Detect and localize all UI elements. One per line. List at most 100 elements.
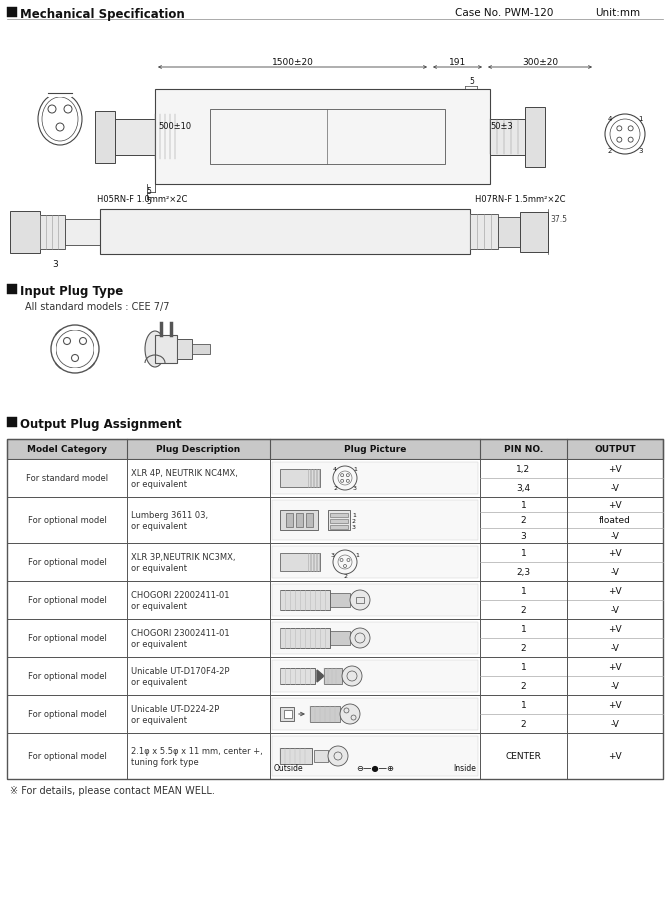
Bar bbox=[356, 598, 364, 603]
Bar bbox=[7, 284, 17, 294]
Bar bbox=[272, 462, 478, 495]
Text: 300±20: 300±20 bbox=[522, 58, 558, 67]
Text: XLR 3P,NEUTRIK NC3MX,
or equivalent: XLR 3P,NEUTRIK NC3MX, or equivalent bbox=[131, 553, 235, 573]
Bar bbox=[330, 526, 348, 529]
Bar bbox=[314, 750, 328, 762]
Text: Lumberg 3611 03,
or equivalent: Lumberg 3611 03, or equivalent bbox=[131, 511, 208, 530]
Text: For optional model: For optional model bbox=[27, 516, 107, 525]
Text: 1: 1 bbox=[353, 466, 357, 471]
Text: 1,2: 1,2 bbox=[517, 464, 531, 473]
Bar bbox=[40, 216, 65, 250]
Text: 2: 2 bbox=[607, 147, 612, 154]
Bar bbox=[280, 749, 312, 764]
Bar bbox=[284, 711, 292, 718]
Text: PIN NO.: PIN NO. bbox=[504, 445, 543, 454]
Bar bbox=[310, 706, 340, 722]
Text: 3: 3 bbox=[521, 531, 527, 540]
Text: 5: 5 bbox=[469, 77, 474, 86]
Bar bbox=[280, 707, 294, 721]
Text: 1: 1 bbox=[521, 662, 527, 671]
Text: For optional model: For optional model bbox=[27, 672, 107, 681]
Text: ⊖—●—⊕: ⊖—●—⊕ bbox=[356, 763, 394, 772]
Bar bbox=[330, 519, 348, 524]
Bar bbox=[330, 514, 348, 517]
Text: -V: -V bbox=[610, 483, 620, 492]
Text: 500±10: 500±10 bbox=[158, 122, 191, 131]
Text: Case No. PWM-120: Case No. PWM-120 bbox=[455, 8, 553, 18]
Bar bbox=[48, 92, 72, 98]
Bar bbox=[328, 510, 350, 530]
Text: -V: -V bbox=[610, 567, 620, 576]
Bar bbox=[280, 668, 315, 684]
Bar bbox=[95, 112, 115, 163]
Text: 2.1φ x 5.5φ x 11 mm, center +,
tuning fork type: 2.1φ x 5.5φ x 11 mm, center +, tuning fo… bbox=[131, 747, 263, 766]
Bar bbox=[7, 733, 663, 779]
Text: For standard model: For standard model bbox=[26, 474, 108, 483]
Text: 3: 3 bbox=[52, 260, 58, 269]
Text: +V: +V bbox=[608, 500, 622, 509]
Bar bbox=[192, 345, 210, 355]
Bar bbox=[272, 736, 478, 777]
Text: floated: floated bbox=[599, 516, 631, 525]
Bar bbox=[525, 107, 545, 168]
Circle shape bbox=[328, 746, 348, 766]
Text: +V: +V bbox=[608, 624, 622, 633]
Text: 1: 1 bbox=[355, 553, 359, 558]
Text: CHOGORI 22002411-01
or equivalent: CHOGORI 22002411-01 or equivalent bbox=[131, 591, 230, 610]
Bar bbox=[280, 470, 320, 488]
Text: Output Plug Assignment: Output Plug Assignment bbox=[20, 417, 182, 431]
Bar bbox=[177, 340, 192, 359]
Text: 2,3: 2,3 bbox=[517, 567, 531, 576]
Text: 5: 5 bbox=[146, 187, 151, 196]
Bar bbox=[272, 698, 478, 731]
Bar bbox=[10, 212, 40, 254]
Bar bbox=[48, 336, 56, 364]
Text: Plug Description: Plug Description bbox=[156, 445, 241, 454]
Bar bbox=[7, 544, 663, 582]
Text: 1: 1 bbox=[521, 586, 527, 595]
Bar bbox=[61, 368, 89, 377]
Bar bbox=[286, 514, 293, 527]
Bar bbox=[280, 628, 330, 648]
Text: +V: +V bbox=[608, 662, 622, 671]
Text: CHOGORI 23002411-01
or equivalent: CHOGORI 23002411-01 or equivalent bbox=[131, 628, 230, 648]
Bar bbox=[272, 500, 478, 540]
Bar bbox=[520, 213, 548, 253]
Text: For optional model: For optional model bbox=[27, 634, 107, 643]
Bar bbox=[210, 110, 445, 165]
Text: 1: 1 bbox=[521, 700, 527, 709]
Bar bbox=[306, 514, 313, 527]
Bar bbox=[272, 622, 478, 655]
Text: 1: 1 bbox=[521, 624, 527, 633]
Bar bbox=[61, 322, 89, 330]
Bar bbox=[65, 219, 100, 246]
Bar bbox=[280, 510, 318, 530]
Bar bbox=[155, 336, 177, 364]
Text: -V: -V bbox=[610, 531, 620, 540]
Text: For optional model: For optional model bbox=[27, 710, 107, 719]
Bar bbox=[324, 668, 342, 684]
Bar bbox=[7, 8, 17, 18]
Text: Input Plug Type: Input Plug Type bbox=[20, 284, 123, 298]
Bar bbox=[330, 593, 350, 608]
Text: Mechanical Specification: Mechanical Specification bbox=[20, 8, 185, 21]
Text: Inside: Inside bbox=[453, 763, 476, 772]
Text: For optional model: For optional model bbox=[27, 751, 107, 760]
Text: 1: 1 bbox=[639, 116, 643, 122]
Text: 1: 1 bbox=[352, 513, 356, 518]
Text: For optional model: For optional model bbox=[27, 558, 107, 567]
Text: For optional model: For optional model bbox=[27, 596, 107, 605]
Text: 37.5: 37.5 bbox=[550, 215, 567, 224]
Bar bbox=[272, 660, 478, 693]
Text: 1: 1 bbox=[521, 500, 527, 509]
Text: 1500±20: 1500±20 bbox=[271, 58, 314, 67]
Bar bbox=[272, 584, 478, 617]
Bar bbox=[7, 440, 663, 779]
Bar bbox=[7, 695, 663, 733]
Polygon shape bbox=[317, 670, 324, 683]
Text: -V: -V bbox=[610, 605, 620, 614]
Text: Unit:mm: Unit:mm bbox=[595, 8, 640, 18]
Circle shape bbox=[350, 591, 370, 610]
Text: XLR 4P, NEUTRIK NC4MX,
or equivalent: XLR 4P, NEUTRIK NC4MX, or equivalent bbox=[131, 469, 238, 489]
Text: 5: 5 bbox=[146, 197, 151, 206]
